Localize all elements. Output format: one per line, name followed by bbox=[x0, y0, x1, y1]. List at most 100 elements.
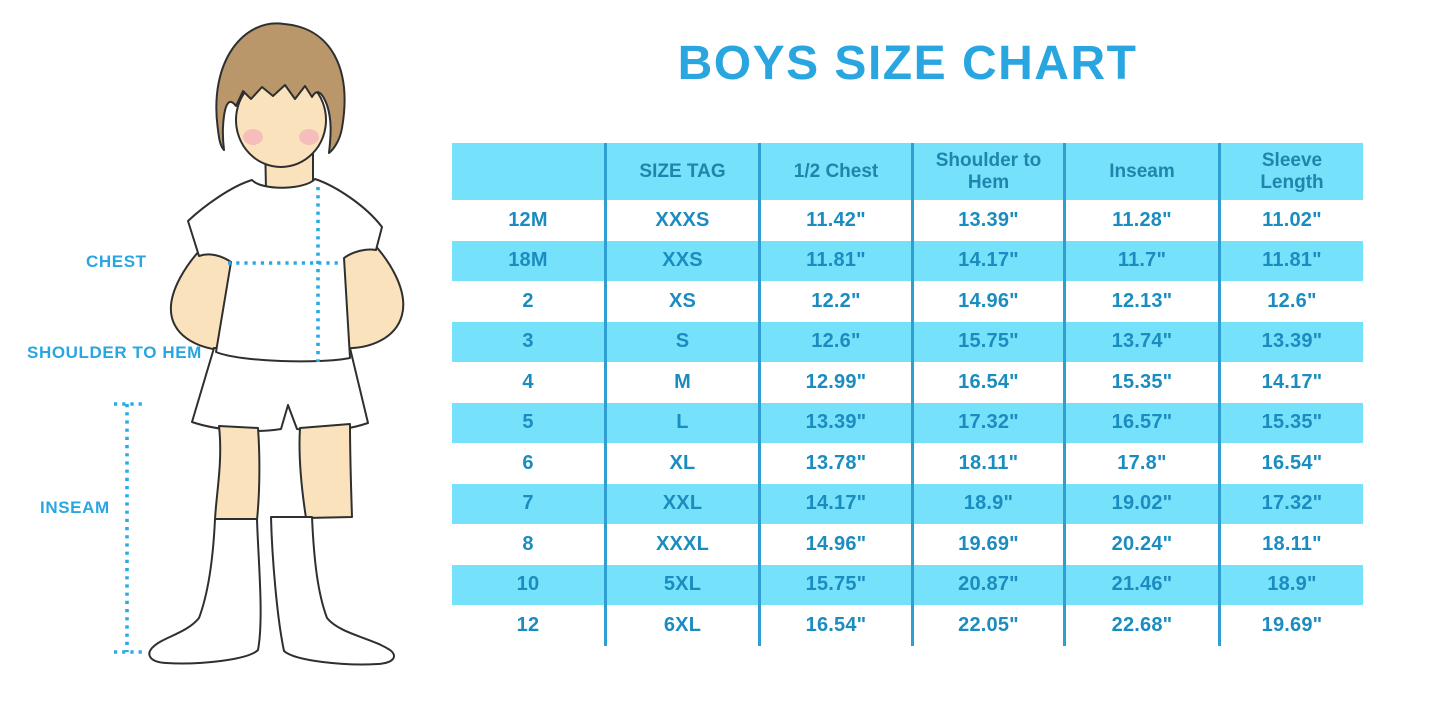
table-row: 7 XXL 14.17" 18.9" 19.02" 17.32" bbox=[452, 483, 1363, 524]
column-header: 1/2 Chest bbox=[758, 143, 911, 200]
value-cell: 12.6" bbox=[758, 321, 911, 362]
value-cell: 19.69" bbox=[1218, 605, 1363, 646]
right-sock bbox=[270, 516, 395, 666]
left-leg bbox=[214, 425, 261, 521]
value-cell: 13.39" bbox=[1218, 321, 1363, 362]
value-cell: XXL bbox=[604, 483, 758, 524]
size-table-header: SIZE TAG 1/2 Chest Shoulder to Hem Inseam Sl… bbox=[452, 143, 1363, 200]
value-cell: 18.9" bbox=[1218, 564, 1363, 605]
size-cell: 12 bbox=[516, 613, 540, 636]
value-cell: 15.35" bbox=[1063, 362, 1218, 403]
value-cell: 14.17" bbox=[911, 240, 1063, 281]
value-cell: S bbox=[604, 321, 758, 362]
value-cell: 18.9" bbox=[911, 483, 1063, 524]
value-cell: 12.2" bbox=[758, 281, 911, 322]
value-cell: 17.8" bbox=[1063, 443, 1218, 484]
value-cell: 15.35" bbox=[1218, 402, 1363, 443]
hair bbox=[215, 22, 346, 154]
table-row: 12 6XL 16.54" 22.05" 22.68" 19.69" bbox=[452, 605, 1363, 646]
value-cell: 14.96" bbox=[758, 524, 911, 565]
column-header: SIZE TAG bbox=[604, 143, 758, 200]
column-header-empty bbox=[452, 143, 604, 200]
t-shirt bbox=[187, 178, 383, 363]
value-cell: 17.32" bbox=[911, 402, 1063, 443]
table-row: 8 XXXL 14.96" 19.69" 20.24" 18.11" bbox=[452, 524, 1363, 565]
value-cell: 6XL bbox=[604, 605, 758, 646]
size-cell: 6 bbox=[522, 451, 534, 474]
size-cell: 7 bbox=[522, 492, 534, 515]
right-blush bbox=[299, 129, 319, 145]
value-cell: 19.02" bbox=[1063, 483, 1218, 524]
value-cell: 13.39" bbox=[911, 200, 1063, 241]
value-cell: 12.99" bbox=[758, 362, 911, 403]
table-row: 4 M 12.99" 16.54" 15.35" 14.17" bbox=[452, 362, 1363, 403]
value-cell: 13.39" bbox=[758, 402, 911, 443]
value-cell: 11.81" bbox=[758, 240, 911, 281]
value-cell: 11.28" bbox=[1063, 200, 1218, 241]
size-cell: 3 bbox=[522, 330, 534, 353]
size-table-body: 12M XXXS 11.42" 13.39" 11.28" 11.02" 18M XXS 11.… bbox=[452, 200, 1363, 646]
size-cell: 4 bbox=[522, 370, 534, 393]
value-cell: L bbox=[604, 402, 758, 443]
table-row: 6 XL 13.78" 18.11" 17.8" 16.54" bbox=[452, 443, 1363, 484]
value-cell: 13.78" bbox=[758, 443, 911, 484]
value-cell: 5XL bbox=[604, 564, 758, 605]
value-cell: 11.02" bbox=[1218, 200, 1363, 241]
value-cell: 11.7" bbox=[1063, 240, 1218, 281]
value-cell: 11.81" bbox=[1218, 240, 1363, 281]
table-row: 5 L 13.39" 17.32" 16.57" 15.35" bbox=[452, 402, 1363, 443]
table-row: 12M XXXS 11.42" 13.39" 11.28" 11.02" bbox=[452, 200, 1363, 241]
shorts bbox=[191, 347, 369, 432]
right-leg bbox=[298, 423, 353, 519]
value-cell: 16.57" bbox=[1063, 402, 1218, 443]
table-row: 3 S 12.6" 15.75" 13.74" 13.39" bbox=[452, 321, 1363, 362]
inseam-label: INSEAM bbox=[40, 498, 110, 517]
value-cell: 13.74" bbox=[1063, 321, 1218, 362]
value-cell: 14.96" bbox=[911, 281, 1063, 322]
value-cell: 15.75" bbox=[911, 321, 1063, 362]
shoulder-to-hem-label: SHOULDER TO HEM bbox=[27, 343, 202, 362]
value-cell: 12.13" bbox=[1063, 281, 1218, 322]
size-cell: 18M bbox=[508, 249, 548, 272]
table-row: 2 XS 12.2" 14.96" 12.13" 12.6" bbox=[452, 281, 1363, 322]
table-row: 18M XXS 11.81" 14.17" 11.7" 11.81" bbox=[452, 240, 1363, 281]
boy-illustration: CHEST SHOULDER TO HEM INSEAM bbox=[0, 0, 450, 723]
value-cell: XXS bbox=[604, 240, 758, 281]
value-cell: XL bbox=[604, 443, 758, 484]
column-header: Sleeve Length bbox=[1218, 143, 1363, 200]
left-blush bbox=[243, 129, 263, 145]
value-cell: XXXL bbox=[604, 524, 758, 565]
value-cell: 16.54" bbox=[911, 362, 1063, 403]
value-cell: 14.17" bbox=[1218, 362, 1363, 403]
value-cell: 17.32" bbox=[1218, 483, 1363, 524]
value-cell: M bbox=[604, 362, 758, 403]
left-sock bbox=[148, 518, 262, 665]
value-cell: XXXS bbox=[604, 200, 758, 241]
value-cell: 21.46" bbox=[1063, 564, 1218, 605]
size-table: SIZE TAG 1/2 Chest Shoulder to Hem Inseam Sl… bbox=[452, 143, 1363, 646]
value-cell: 20.24" bbox=[1063, 524, 1218, 565]
size-cell: 5 bbox=[522, 411, 534, 434]
size-cell: 8 bbox=[522, 532, 534, 555]
value-cell: 18.11" bbox=[911, 443, 1063, 484]
value-cell: 12.6" bbox=[1218, 281, 1363, 322]
chest-label: CHEST bbox=[86, 252, 147, 271]
size-cell: 12M bbox=[508, 208, 548, 231]
value-cell: 20.87" bbox=[911, 564, 1063, 605]
table-row: 10 5XL 15.75" 20.87" 21.46" 18.9" bbox=[452, 564, 1363, 605]
size-cell: 10 bbox=[516, 573, 540, 596]
value-cell: 19.69" bbox=[911, 524, 1063, 565]
column-header: Shoulder to Hem bbox=[911, 143, 1063, 200]
boy-figure-svg bbox=[114, 22, 405, 666]
column-header: Inseam bbox=[1063, 143, 1218, 200]
value-cell: 14.17" bbox=[758, 483, 911, 524]
value-cell: 11.42" bbox=[758, 200, 911, 241]
value-cell: 16.54" bbox=[758, 605, 911, 646]
page-title: BOYS SIZE CHART bbox=[677, 37, 1138, 90]
value-cell: 22.05" bbox=[911, 605, 1063, 646]
value-cell: 18.11" bbox=[1218, 524, 1363, 565]
value-cell: 22.68" bbox=[1063, 605, 1218, 646]
value-cell: 16.54" bbox=[1218, 443, 1363, 484]
size-cell: 2 bbox=[522, 289, 534, 312]
